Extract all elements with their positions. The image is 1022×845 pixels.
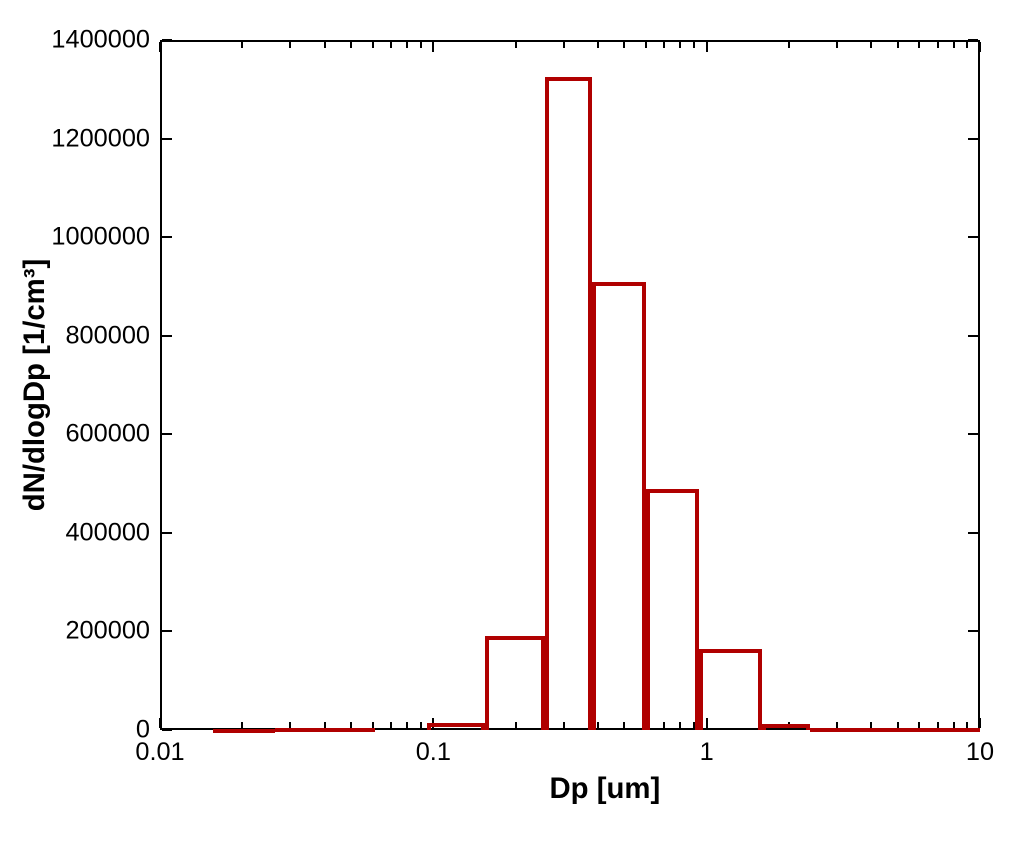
x-tick-minor [515, 42, 517, 48]
y-tick-label: 200000 [0, 619, 150, 644]
histogram-bar [275, 728, 320, 732]
x-tick-minor [406, 42, 408, 48]
x-tick-minor [623, 42, 625, 48]
x-tick-minor [897, 42, 899, 48]
x-tick-minor [788, 42, 790, 48]
y-tick-label: 1000000 [0, 224, 150, 249]
x-tick-minor [390, 722, 392, 728]
y-tick [968, 236, 978, 238]
x-tick-minor [324, 42, 326, 48]
x-tick-minor [693, 42, 695, 48]
x-tick-minor [289, 42, 291, 48]
x-tick-minor [563, 42, 565, 48]
y-tick [968, 630, 978, 632]
x-tick-major [706, 42, 708, 52]
y-tick [162, 236, 172, 238]
histogram-bar [319, 728, 375, 732]
y-tick-label: 1200000 [0, 126, 150, 151]
x-tick-label: 0.01 [135, 740, 184, 765]
y-tick [968, 138, 978, 140]
histogram-bar [762, 724, 810, 730]
y-tick-label: 1400000 [0, 27, 150, 52]
x-tick-major [159, 42, 161, 52]
y-tick [162, 433, 172, 435]
histogram-bar [545, 77, 592, 730]
x-tick-minor [937, 722, 939, 728]
histogram-bar [485, 636, 545, 730]
y-tick [162, 335, 172, 337]
y-tick [968, 532, 978, 534]
y-tick-label: 0 [0, 717, 150, 742]
y-tick [968, 39, 978, 41]
x-tick-minor [953, 722, 955, 728]
x-tick-minor [241, 42, 243, 48]
x-tick-minor [897, 722, 899, 728]
x-tick-minor [836, 42, 838, 48]
x-tick-minor [953, 42, 955, 48]
histogram-bar [699, 649, 761, 730]
x-tick-minor [350, 42, 352, 48]
y-tick-label: 600000 [0, 422, 150, 447]
x-tick-minor [870, 722, 872, 728]
x-axis-label: Dp [um] [549, 772, 660, 806]
x-tick-minor [289, 722, 291, 728]
y-tick [162, 729, 172, 731]
x-tick-major [159, 718, 161, 728]
histogram-bar [810, 728, 980, 732]
x-tick-minor [966, 722, 968, 728]
x-tick-minor [390, 42, 392, 48]
x-tick-minor [663, 42, 665, 48]
x-tick-minor [420, 722, 422, 728]
histogram-bar [646, 489, 699, 731]
x-tick-major [979, 42, 981, 52]
y-tick [162, 39, 172, 41]
y-tick [162, 630, 172, 632]
histogram-bar [213, 729, 275, 733]
figure: dN/dlogDp [1/cm³] Dp [um] 0 200000 400000 6… [0, 0, 1022, 845]
x-tick-minor [406, 722, 408, 728]
x-tick-label: 1 [700, 740, 714, 765]
x-tick-minor [645, 42, 647, 48]
y-tick [968, 335, 978, 337]
y-tick-label: 800000 [0, 323, 150, 348]
histogram-bar [427, 723, 485, 730]
x-tick-minor [420, 42, 422, 48]
x-tick-label: 10 [966, 740, 994, 765]
y-tick [162, 532, 172, 534]
x-tick-minor [679, 42, 681, 48]
y-tick [968, 433, 978, 435]
y-axis-label: dN/dlogDp [1/cm³] [18, 259, 52, 512]
x-tick-minor [836, 722, 838, 728]
histogram-bar [592, 282, 646, 731]
x-tick-minor [241, 722, 243, 728]
x-tick-minor [597, 42, 599, 48]
x-tick-minor [937, 42, 939, 48]
x-tick-minor [918, 722, 920, 728]
x-tick-minor [372, 42, 374, 48]
x-tick-minor [870, 42, 872, 48]
x-tick-minor [966, 42, 968, 48]
x-tick-major [432, 42, 434, 52]
y-tick-label: 400000 [0, 520, 150, 545]
x-tick-major [979, 718, 981, 728]
y-tick [162, 138, 172, 140]
x-tick-minor [918, 42, 920, 48]
x-tick-label: 0.1 [416, 740, 451, 765]
